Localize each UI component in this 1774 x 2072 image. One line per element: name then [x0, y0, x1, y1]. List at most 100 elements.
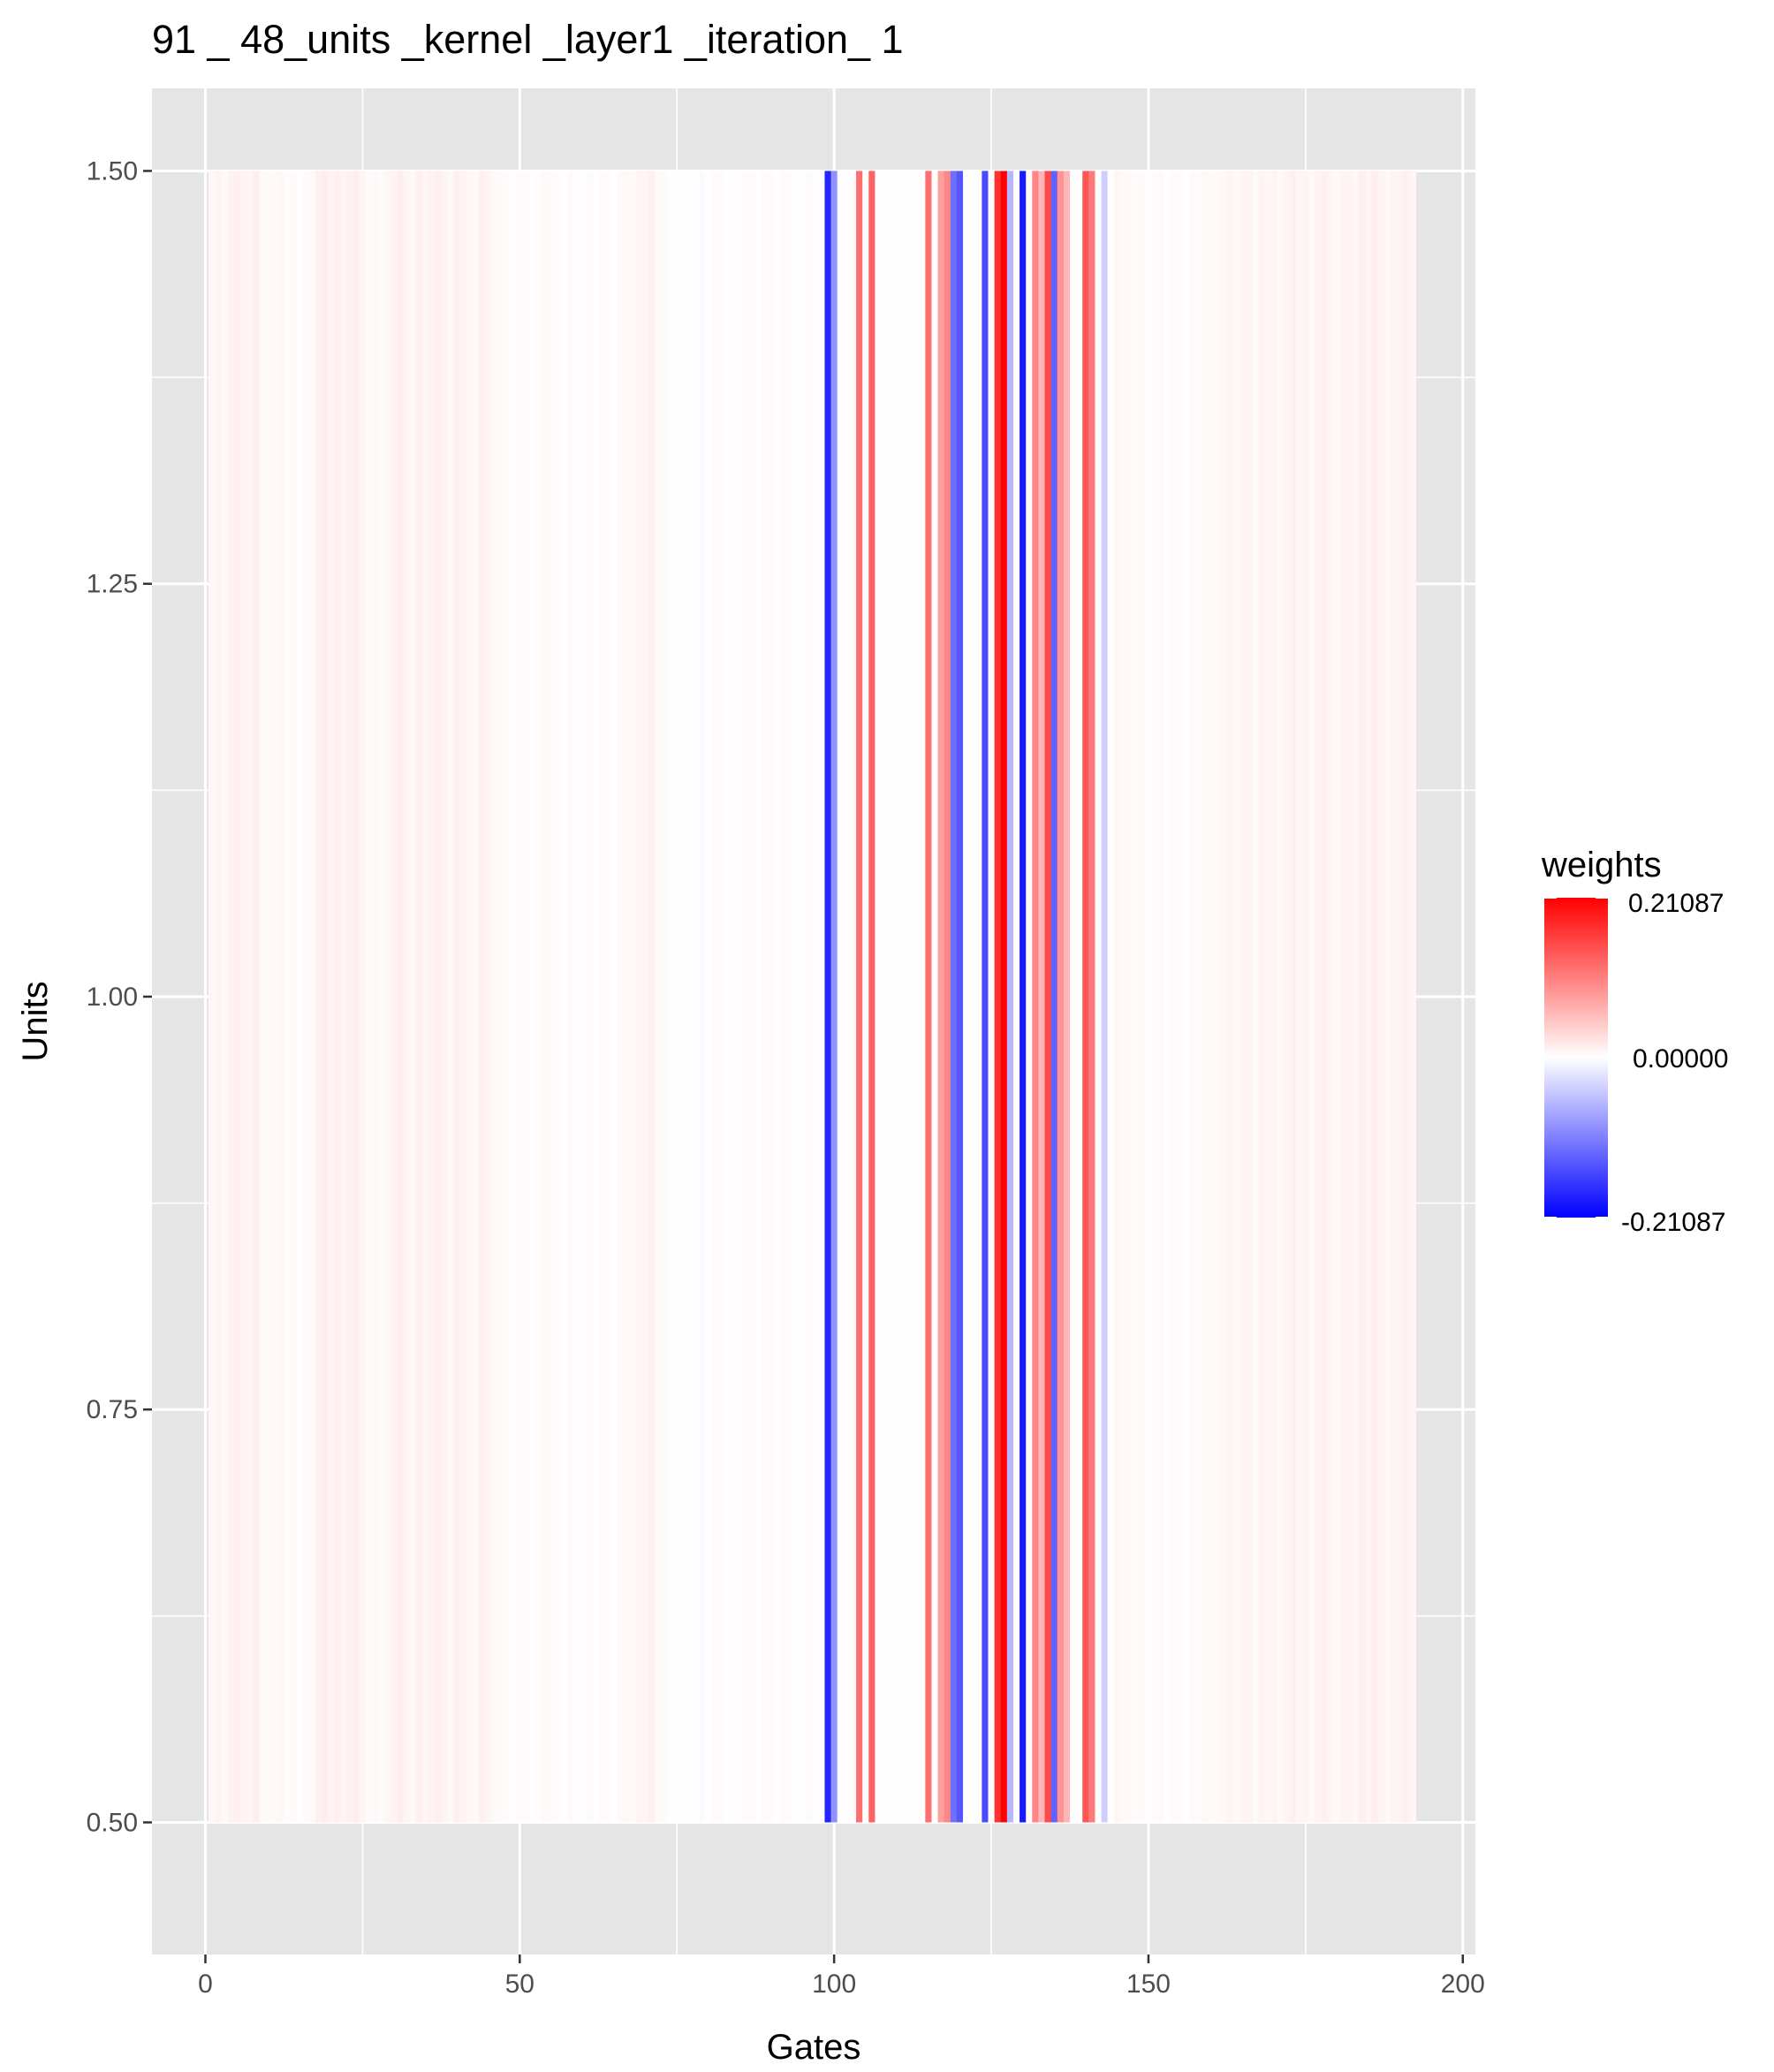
heatmap-tile: [1126, 171, 1133, 1823]
heatmap-tile: [1145, 171, 1153, 1823]
heatmap-tile: [359, 171, 367, 1823]
heatmap-tile: [868, 171, 876, 1823]
heatmap-tile: [459, 171, 467, 1823]
y-tick-label: 1.00: [87, 983, 138, 1012]
heatmap-tile: [453, 171, 461, 1823]
y-axis-title: Units: [16, 981, 55, 1061]
heatmap-tile: [1183, 171, 1190, 1823]
heatmap-tile: [1315, 171, 1323, 1823]
heatmap-tile: [271, 171, 278, 1823]
heatmap-tile: [786, 171, 794, 1823]
heatmap-tile: [875, 171, 883, 1823]
heatmap-tile: [328, 171, 335, 1823]
heatmap-tile: [736, 171, 744, 1823]
legend-label-mid: 0.00000: [1633, 1044, 1728, 1074]
heatmap-tile: [1101, 171, 1109, 1823]
heatmap-tile: [1302, 171, 1310, 1823]
heatmap-tile: [1164, 171, 1171, 1823]
legend-label-max: 0.21087: [1628, 889, 1724, 918]
heatmap-tile: [1390, 171, 1398, 1823]
heatmap-tiles: [208, 171, 1416, 1823]
heatmap-tile: [780, 171, 788, 1823]
heatmap-tile: [491, 171, 499, 1823]
heatmap-tile: [510, 171, 518, 1823]
heatmap-tile: [479, 171, 486, 1823]
legend-title: weights: [1541, 846, 1662, 884]
heatmap-tile: [1057, 171, 1065, 1823]
heatmap-tile: [768, 171, 776, 1823]
heatmap-tile: [1095, 171, 1103, 1823]
heatmap-tile: [824, 171, 832, 1823]
heatmap-tile: [762, 171, 769, 1823]
heatmap-tile: [1327, 171, 1335, 1823]
heatmap-tile: [1012, 171, 1020, 1823]
heatmap-tile: [485, 171, 492, 1823]
y-tick-label: 0.75: [87, 1395, 138, 1424]
heatmap-tile: [1000, 171, 1008, 1823]
heatmap-tile: [466, 171, 474, 1823]
heatmap-tile: [516, 171, 524, 1823]
heatmap-tile: [1371, 171, 1379, 1823]
heatmap-tile: [724, 171, 732, 1823]
heatmap-tile: [1107, 171, 1115, 1823]
heatmap-tile: [913, 171, 920, 1823]
heatmap-tile: [353, 171, 360, 1823]
y-tick-label: 0.50: [87, 1808, 138, 1837]
heatmap-tile: [806, 171, 813, 1823]
x-tick-label: 50: [505, 1970, 534, 1999]
heatmap-tile: [956, 171, 964, 1823]
heatmap-tile: [554, 171, 562, 1823]
heatmap-tile: [755, 171, 762, 1823]
y-tick-label: 1.25: [87, 570, 138, 599]
heatmap-tile: [711, 171, 719, 1823]
heatmap-tile: [447, 171, 455, 1823]
heatmap-tile: [592, 171, 599, 1823]
heatmap-tile: [542, 171, 549, 1823]
heatmap-tile: [1189, 171, 1196, 1823]
heatmap-tile: [334, 171, 342, 1823]
x-tick-label: 0: [198, 1970, 213, 1999]
heatmap-tile: [893, 171, 901, 1823]
heatmap-tile: [679, 171, 687, 1823]
heatmap-tile: [1170, 171, 1178, 1823]
heatmap-tile: [472, 171, 480, 1823]
heatmap-tile: [655, 171, 663, 1823]
heatmap-tile: [1038, 171, 1046, 1823]
heatmap-tile: [1026, 171, 1033, 1823]
heatmap-tile: [899, 171, 907, 1823]
heatmap-tile: [1020, 171, 1027, 1823]
heatmap-tile: [1270, 171, 1278, 1823]
heatmap-tile: [522, 171, 530, 1823]
heatmap-tile: [586, 171, 593, 1823]
heatmap-tile: [623, 171, 631, 1823]
heatmap-tile: [265, 171, 272, 1823]
heatmap-tile: [818, 171, 826, 1823]
heatmap-tile: [1151, 171, 1159, 1823]
heatmap-tile: [1006, 171, 1014, 1823]
heatmap-tile: [441, 171, 449, 1823]
heatmap-tile: [799, 171, 807, 1823]
heatmap-tile: [1321, 171, 1329, 1823]
heatmap-tile: [1409, 171, 1416, 1823]
heatmap-tile: [1283, 171, 1291, 1823]
heatmap-tile: [378, 171, 385, 1823]
heatmap-tile: [1384, 171, 1391, 1823]
heatmap-tile: [1113, 171, 1121, 1823]
heatmap-tile: [435, 171, 442, 1823]
heatmap-tile: [1050, 171, 1058, 1823]
heatmap-tile: [372, 171, 379, 1823]
heatmap-tile: [792, 171, 800, 1823]
heatmap-tile: [1258, 171, 1266, 1823]
heatmap-tile: [937, 171, 945, 1823]
heatmap-tile: [906, 171, 914, 1823]
heatmap-tile: [290, 171, 298, 1823]
heatmap-tile: [1277, 171, 1285, 1823]
heatmap-tile: [1214, 171, 1222, 1823]
heatmap-tile: [887, 171, 895, 1823]
heatmap-tile: [1063, 171, 1071, 1823]
heatmap-tile: [422, 171, 429, 1823]
heatmap-tile: [233, 171, 241, 1823]
heatmap-tile: [1346, 171, 1353, 1823]
heatmap-tile: [730, 171, 738, 1823]
